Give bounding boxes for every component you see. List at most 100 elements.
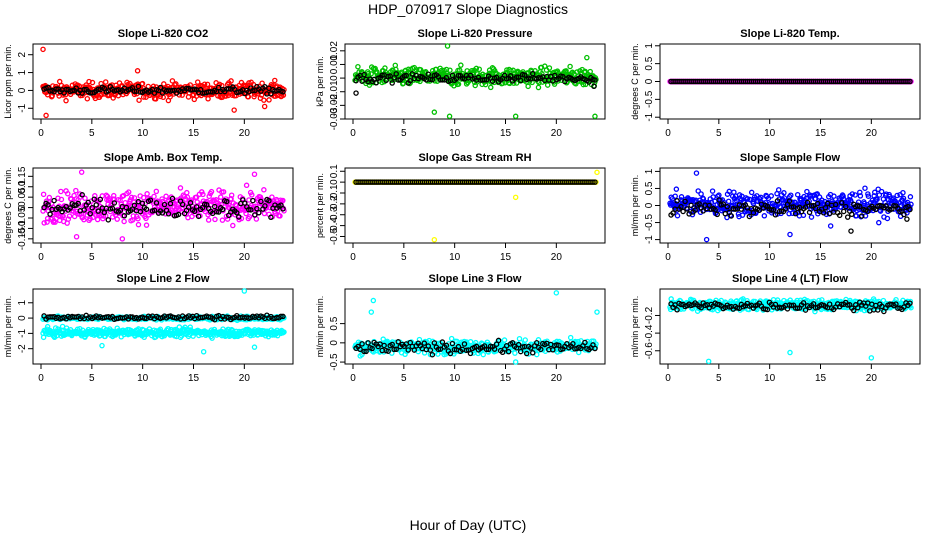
x-tick-label: 20 bbox=[551, 252, 563, 263]
panel-title: Slope Amb. Box Temp. bbox=[104, 152, 223, 164]
data-point bbox=[280, 197, 286, 204]
data-point-reference bbox=[215, 209, 222, 215]
data-point bbox=[243, 182, 250, 189]
data-point-reference bbox=[137, 208, 144, 215]
data-point bbox=[84, 95, 91, 102]
data-point-reference bbox=[857, 203, 863, 210]
data-point bbox=[689, 211, 696, 218]
y-tick-label: 0.5 bbox=[329, 316, 340, 330]
data-point-reference bbox=[724, 203, 731, 210]
data-point-reference bbox=[493, 74, 500, 81]
data-point bbox=[200, 191, 206, 198]
data-point-outlier bbox=[73, 233, 80, 240]
data-point-outlier bbox=[370, 297, 377, 304]
y-axis-label: kPa per min. bbox=[315, 56, 325, 107]
data-point-outlier bbox=[119, 236, 126, 242]
data-point bbox=[458, 62, 464, 68]
data-point-outlier bbox=[584, 54, 590, 61]
y-tick-label: 0 bbox=[17, 204, 28, 210]
data-point bbox=[382, 65, 388, 71]
data-point-outlier bbox=[251, 344, 258, 350]
x-tick-label: 5 bbox=[716, 252, 722, 263]
data-point-reference bbox=[95, 208, 102, 214]
data-point-reference bbox=[592, 179, 598, 185]
data-point-reference bbox=[529, 70, 536, 77]
data-point-outlier bbox=[200, 349, 207, 355]
data-point-outlier bbox=[43, 112, 49, 119]
data-point bbox=[781, 190, 787, 196]
y-tick-label: 0.05 bbox=[17, 187, 28, 207]
plot-frame bbox=[32, 167, 294, 244]
data-point bbox=[130, 213, 137, 219]
x-tick-label: 0 bbox=[38, 252, 44, 263]
data-point-reference bbox=[772, 211, 779, 218]
data-point-reference bbox=[361, 71, 367, 78]
data-point bbox=[804, 188, 810, 195]
data-point-reference bbox=[187, 200, 194, 206]
data-point bbox=[775, 187, 782, 193]
plot-frame bbox=[32, 288, 294, 365]
data-point bbox=[587, 68, 593, 75]
data-point-reference bbox=[246, 206, 252, 213]
data-point bbox=[447, 67, 453, 73]
data-point-outlier bbox=[827, 223, 834, 229]
data-point bbox=[877, 208, 884, 214]
y-tick-label: 1 bbox=[17, 300, 28, 306]
plot-frame bbox=[344, 167, 606, 244]
y-tick-label: -0.01 bbox=[329, 80, 340, 103]
x-tick-label: 0 bbox=[38, 373, 44, 384]
data-point bbox=[184, 194, 191, 200]
data-point-reference bbox=[266, 197, 272, 204]
y-tick-label: 0.01 bbox=[329, 54, 340, 74]
data-point bbox=[261, 187, 267, 193]
data-point-reference bbox=[768, 207, 775, 213]
data-point-reference bbox=[234, 210, 240, 216]
panel-title: Slope Li-820 CO2 bbox=[118, 28, 208, 40]
data-point-outlier bbox=[848, 228, 854, 234]
x-tick-label: 5 bbox=[401, 373, 407, 384]
data-point bbox=[476, 66, 482, 73]
data-point-reference bbox=[211, 203, 218, 210]
data-point-reference bbox=[169, 87, 176, 94]
y-tick-label: -0.1 bbox=[17, 219, 28, 237]
data-point bbox=[201, 81, 208, 87]
data-point-reference bbox=[552, 72, 558, 79]
data-point-reference bbox=[85, 199, 91, 206]
data-point-reference bbox=[682, 198, 688, 205]
data-point-outlier bbox=[353, 90, 359, 96]
x-tick-label: 20 bbox=[551, 373, 563, 384]
x-tick-label: 10 bbox=[137, 252, 149, 263]
x-tick-label: 15 bbox=[500, 373, 512, 384]
data-point-reference bbox=[804, 199, 811, 206]
data-point-reference bbox=[79, 192, 85, 198]
data-point-outlier bbox=[594, 309, 600, 315]
data-point bbox=[878, 188, 885, 195]
data-point bbox=[700, 196, 707, 202]
x-tick-label: 0 bbox=[350, 128, 356, 139]
data-point bbox=[40, 334, 47, 341]
data-point bbox=[407, 80, 413, 86]
y-tick-label: -0.2 bbox=[644, 306, 655, 324]
data-point bbox=[907, 194, 914, 200]
data-point-reference bbox=[41, 204, 47, 211]
y-tick-label: 0 bbox=[329, 75, 340, 81]
data-point-reference bbox=[808, 203, 815, 209]
x-tick-label: 15 bbox=[815, 252, 827, 263]
data-point bbox=[184, 189, 190, 196]
data-point-outlier bbox=[261, 103, 268, 110]
data-point bbox=[65, 190, 71, 197]
data-point bbox=[900, 195, 907, 202]
data-point-reference bbox=[151, 207, 158, 214]
data-point bbox=[277, 213, 283, 219]
data-point bbox=[582, 68, 588, 75]
data-point bbox=[794, 191, 801, 198]
data-point bbox=[865, 193, 872, 199]
data-point-reference bbox=[185, 204, 192, 210]
data-point-reference bbox=[820, 210, 827, 216]
data-point-reference bbox=[712, 207, 718, 213]
data-point-reference bbox=[802, 204, 809, 210]
data-point-reference bbox=[907, 78, 913, 85]
data-point-reference bbox=[93, 202, 100, 208]
